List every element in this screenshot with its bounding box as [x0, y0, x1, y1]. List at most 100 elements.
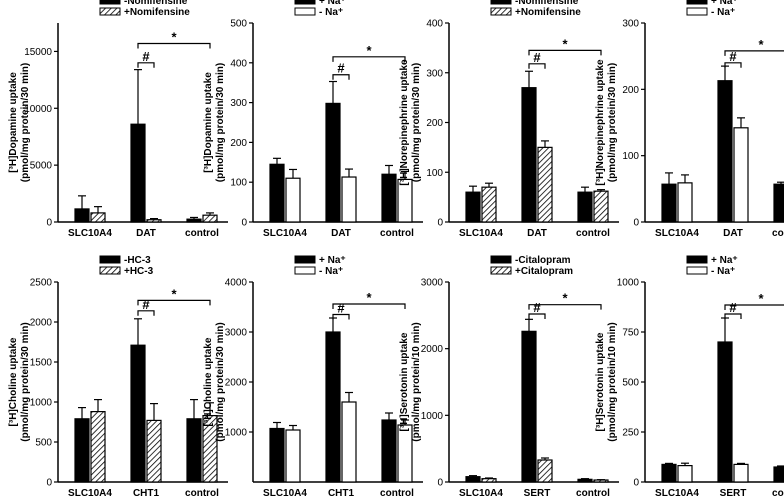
- y-tick-label: 100: [622, 151, 639, 162]
- bar-a-control: [186, 218, 202, 223]
- bar-a-control: [186, 418, 202, 483]
- x-tick-label: CHT1: [328, 488, 355, 499]
- significance-bracket: [724, 62, 742, 68]
- significance-bracket: [137, 299, 211, 306]
- y-tick-label: 300: [230, 98, 247, 109]
- y-axis-label-line: [³H]Dopamine uptake: [203, 72, 214, 173]
- y-axis-label-line: [³H]Choline uptake: [203, 337, 214, 426]
- bar-b-slc10a4: [90, 411, 106, 483]
- legend-swatch: [686, 255, 708, 264]
- significance-bracket: [332, 313, 350, 320]
- significance-bracket: [137, 42, 211, 49]
- y-tick-label: 2000: [421, 344, 444, 355]
- y-axis-label-line: (pmol/mg protein/30 min): [215, 63, 226, 182]
- legend-label: + Na⁺: [319, 0, 346, 7]
- legend-label: + Na⁺: [711, 0, 738, 7]
- y-tick-label: 200: [622, 85, 639, 96]
- y-axis-label-line: [³H]Serotonin uptake: [595, 332, 606, 431]
- legend-label: +HC-3: [124, 266, 154, 277]
- bar-a-dat: [717, 80, 733, 223]
- legend-swatch: [294, 0, 316, 5]
- x-tick-label: SLC10A4: [263, 488, 307, 499]
- bar-a-control: [577, 191, 593, 223]
- bar-b-slc10a4: [90, 212, 106, 223]
- legend-label: +Nomifensine: [124, 7, 190, 18]
- x-tick-label: SLC10A4: [459, 488, 503, 499]
- legend-swatch: [99, 0, 121, 5]
- significance-label: #: [729, 300, 737, 315]
- bar-a-slc10a4: [269, 163, 285, 223]
- legend-swatch: [490, 266, 512, 275]
- bar-b-slc10a4: [285, 177, 301, 223]
- bar-a-sert: [717, 341, 733, 483]
- x-tick-label: SERT: [720, 488, 747, 499]
- y-tick-label: 0: [46, 218, 52, 229]
- bar-a-control: [381, 173, 397, 223]
- significance-label: *: [366, 290, 372, 305]
- bar-b-dat: [733, 127, 749, 223]
- significance-label: *: [366, 43, 372, 58]
- significance-bracket: [528, 304, 602, 310]
- significance-label: #: [337, 61, 345, 76]
- legend-swatch: [294, 7, 316, 16]
- x-tick-label: control: [380, 488, 414, 499]
- y-tick-label: 0: [437, 218, 443, 229]
- y-tick-label: 5000: [30, 161, 53, 172]
- significance-bracket: [332, 74, 350, 80]
- legend-swatch: [490, 255, 512, 264]
- x-tick-label: SLC10A4: [655, 488, 699, 499]
- y-axis-label-line: (pmol/mg protein/30 min): [20, 63, 31, 182]
- legend-swatch: [490, 0, 512, 5]
- y-tick-label: 0: [633, 218, 639, 229]
- x-tick-label: SLC10A4: [263, 228, 307, 239]
- x-tick-label: DAT: [331, 228, 351, 239]
- legend-label: -HC-3: [124, 255, 151, 266]
- significance-label: #: [142, 49, 150, 64]
- y-axis-label: [³H]Norepinephrine uptake(pmol/mg protei…: [595, 59, 618, 186]
- bar-b-control: [593, 479, 609, 483]
- y-tick-label: 2000: [30, 318, 53, 329]
- bar-b-slc10a4: [677, 465, 693, 483]
- y-tick-label: 300: [622, 19, 639, 30]
- y-axis-label: [³H]Norepinephrine uptake(pmol/mg protei…: [399, 59, 422, 186]
- bar-b-dat: [341, 176, 357, 223]
- y-tick-label: 200: [230, 138, 247, 149]
- y-tick-label: 0: [633, 478, 639, 489]
- significance-label: *: [758, 37, 764, 52]
- chart-panel-8: 0 250 500 750 1000 [³H]Serotonin uptake(pmol/…: [595, 255, 784, 499]
- y-tick-label: 400: [426, 19, 443, 30]
- y-axis-label: [³H]Choline uptake(pmol/mg protein/30 mi…: [203, 322, 226, 441]
- significance-bracket: [724, 50, 784, 56]
- legend-label: - Na⁺: [711, 266, 735, 277]
- x-tick-label: control: [772, 488, 784, 499]
- x-tick-label: DAT: [136, 228, 156, 239]
- legend-label: +Citalopram: [515, 266, 573, 277]
- legend-label: -Citalopram: [515, 255, 571, 266]
- bar-a-dat: [325, 102, 341, 223]
- significance-label: #: [533, 50, 541, 65]
- bar-b-dat: [537, 146, 553, 223]
- y-axis-label-line: (pmol/mg protein/30 min): [411, 63, 422, 182]
- significance-label: #: [337, 301, 345, 316]
- legend-label: - Na⁺: [319, 266, 343, 277]
- bar-a-slc10a4: [465, 191, 481, 223]
- legend-swatch: [99, 255, 121, 264]
- bar-b-control: [202, 214, 218, 223]
- significance-label: #: [729, 49, 737, 64]
- y-tick-label: 100: [230, 178, 247, 189]
- bar-a-cht1: [130, 344, 146, 483]
- bar-a-slc10a4: [74, 418, 90, 483]
- y-axis-label-line: [³H]Dopamine uptake: [8, 72, 19, 173]
- y-axis-label-line: (pmol/mg protein/30 min): [215, 322, 226, 441]
- legend-label: -Nomifensine: [124, 0, 188, 7]
- y-axis-label-line: [³H]Norepinephrine uptake: [399, 59, 410, 186]
- y-tick-label: 1000: [617, 278, 640, 289]
- y-axis-label-line: (pmol/mg protein/10 min): [411, 322, 422, 441]
- x-tick-label: control: [185, 488, 219, 499]
- y-tick-label: 500: [35, 438, 52, 449]
- x-tick-label: SLC10A4: [655, 228, 699, 239]
